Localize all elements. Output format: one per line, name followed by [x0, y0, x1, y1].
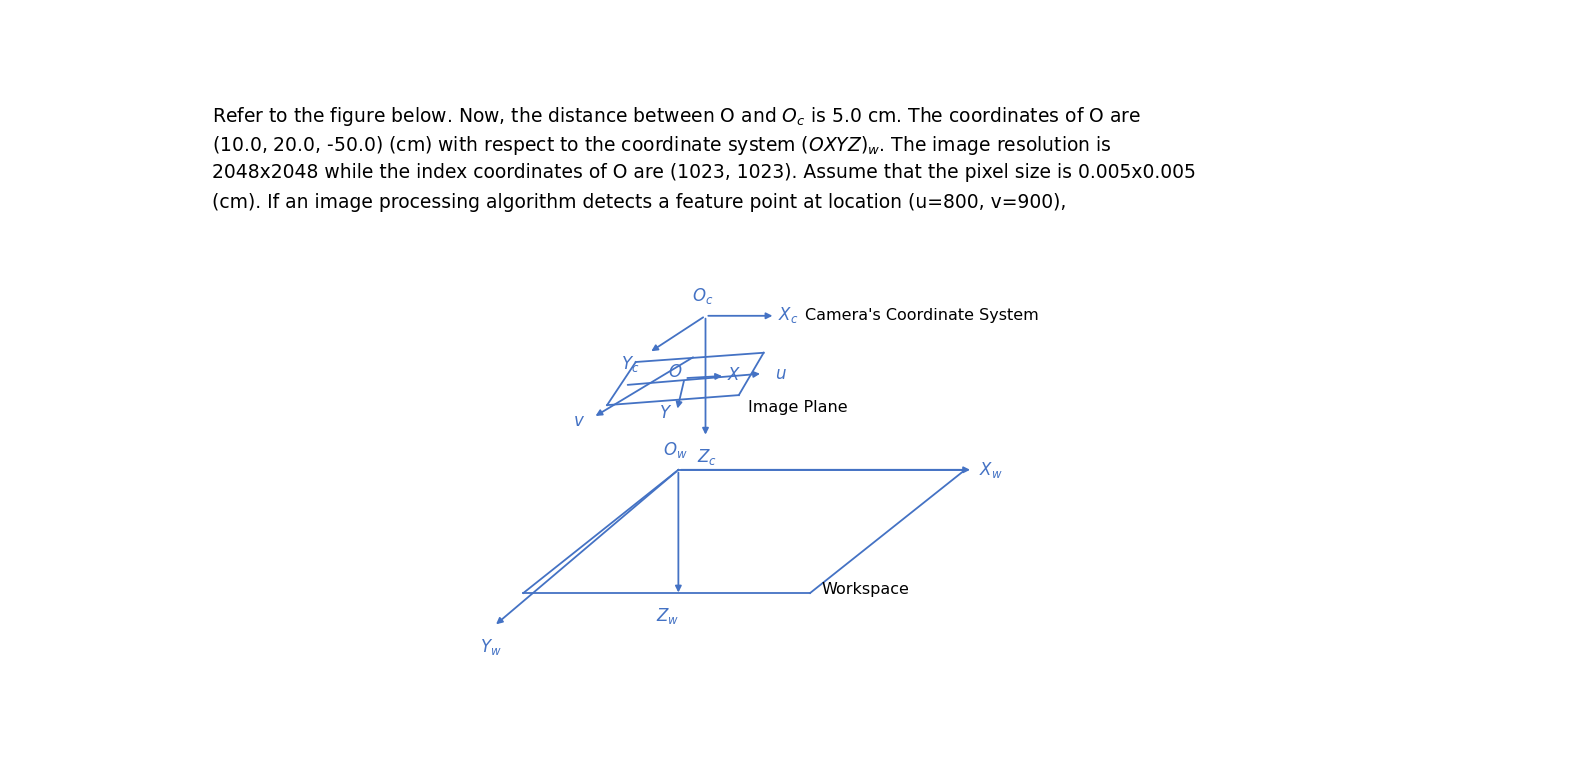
Text: $v$: $v$ — [573, 412, 586, 431]
Text: $u$: $u$ — [776, 365, 787, 384]
Text: Camera's Coordinate System: Camera's Coordinate System — [804, 309, 1038, 324]
Text: Image Plane: Image Plane — [749, 400, 848, 415]
Text: $O_w$: $O_w$ — [663, 440, 687, 460]
Text: $Z_w$: $Z_w$ — [655, 606, 679, 626]
Text: $X_w$: $X_w$ — [978, 460, 1002, 480]
Text: $X_c$: $X_c$ — [779, 305, 799, 325]
Text: $O$: $O$ — [668, 363, 682, 381]
Text: $Y$: $Y$ — [660, 404, 673, 421]
Text: $Y_w$: $Y_w$ — [480, 637, 502, 657]
Text: $X$: $X$ — [727, 366, 741, 384]
Text: (cm). If an image processing algorithm detects a feature point at location (u=80: (cm). If an image processing algorithm d… — [212, 193, 1067, 211]
Text: $Z_c$: $Z_c$ — [697, 447, 717, 468]
Text: (10.0, 20.0, -50.0) (cm) with respect to the coordinate system $(OXYZ)_w$. The i: (10.0, 20.0, -50.0) (cm) with respect to… — [212, 134, 1111, 157]
Text: $Y_c$: $Y_c$ — [621, 354, 640, 374]
Text: Workspace: Workspace — [822, 581, 910, 597]
Text: 2048x2048 while the index coordinates of O are (1023, 1023). Assume that the pix: 2048x2048 while the index coordinates of… — [212, 163, 1195, 183]
Text: Refer to the figure below. Now, the distance between O and $O_c$ is 5.0 cm. The : Refer to the figure below. Now, the dist… — [212, 105, 1141, 128]
Text: $O_c$: $O_c$ — [692, 286, 712, 305]
